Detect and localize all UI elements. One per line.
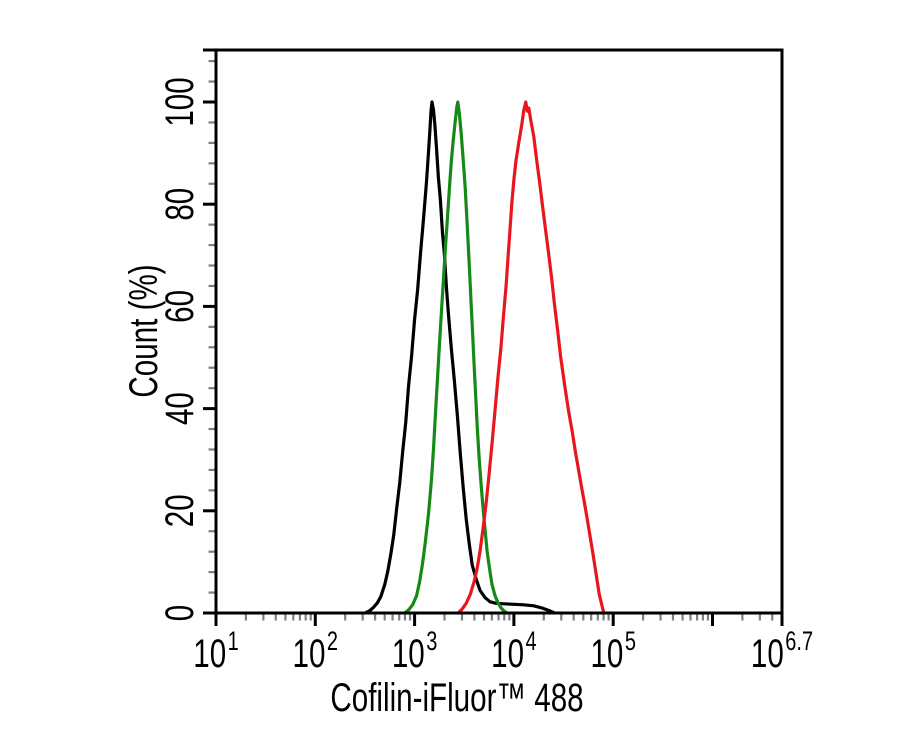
x-tick-label-base: 10 — [751, 632, 784, 676]
x-tick-label: 101 — [193, 626, 239, 676]
y-axis-label: Count (%) — [122, 264, 166, 397]
x-tick-label: 105 — [590, 626, 636, 676]
x-tick-label-base: 10 — [590, 632, 623, 676]
plot-area-border — [214, 48, 784, 615]
green-curve — [403, 100, 509, 615]
x-tick-label-exponent: 2 — [327, 626, 338, 657]
y-tick-label: 20 — [158, 494, 202, 527]
y-tick-labels: 0 20 40 60 80 100 — [158, 77, 202, 621]
x-tick-label-exponent: 1 — [228, 626, 239, 657]
x-tick-label-base: 10 — [193, 632, 226, 676]
y-tick-label: 0 — [158, 605, 202, 621]
x-tick-label-exponent: 6.7 — [785, 626, 813, 657]
x-tick-label-exponent: 5 — [625, 626, 636, 657]
x-tick-label: 104 — [491, 626, 537, 676]
x-tick-label-base: 10 — [293, 632, 326, 676]
x-axis-label: Cofilin-iFluor™ 488 — [330, 676, 583, 720]
y-tick-label: 80 — [158, 188, 202, 221]
x-tick-label: 106.7 — [751, 626, 813, 676]
y-tick-label: 40 — [158, 392, 202, 425]
x-tick-label-base: 10 — [392, 632, 425, 676]
x-tick-label-exponent: 4 — [526, 626, 537, 657]
red-curve — [456, 100, 606, 615]
x-tick-label-exponent: 3 — [426, 626, 437, 657]
histogram-curves — [363, 100, 606, 615]
x-tick-label: 103 — [392, 626, 438, 676]
x-tick-label-base: 10 — [491, 632, 524, 676]
black-curve — [363, 100, 557, 615]
y-tick-label: 100 — [158, 77, 202, 126]
y-tick-label: 60 — [158, 290, 202, 323]
x-tick-labels: 101 102 103 104 105 106.7 — [193, 626, 813, 676]
x-tick-label: 102 — [293, 626, 339, 676]
